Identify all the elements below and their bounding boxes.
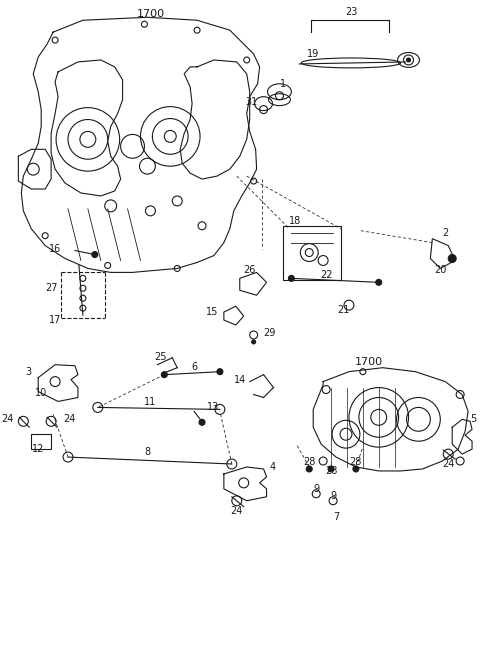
Text: 5: 5: [470, 415, 476, 424]
Text: 31: 31: [246, 96, 258, 107]
Circle shape: [288, 276, 294, 281]
Circle shape: [448, 255, 456, 262]
Text: 24: 24: [1, 415, 13, 424]
Text: 2: 2: [442, 228, 448, 237]
Bar: [31, 434, 51, 449]
Text: 14: 14: [233, 375, 246, 384]
Text: 20: 20: [434, 266, 446, 276]
Circle shape: [252, 340, 256, 344]
Text: 28: 28: [303, 457, 315, 467]
Text: 24: 24: [230, 506, 243, 516]
Text: 27: 27: [46, 283, 58, 293]
Circle shape: [92, 251, 98, 258]
Polygon shape: [431, 239, 455, 268]
Text: 23: 23: [345, 7, 357, 17]
Text: 22: 22: [320, 270, 332, 280]
Text: 11: 11: [144, 398, 156, 407]
Text: 6: 6: [191, 361, 197, 372]
Text: 8: 8: [144, 447, 151, 457]
Bar: [283, 226, 341, 280]
Text: 15: 15: [205, 307, 218, 317]
Text: 12: 12: [32, 444, 45, 454]
Text: 4: 4: [270, 462, 276, 472]
Text: 18: 18: [289, 216, 301, 226]
Text: 21: 21: [337, 305, 349, 315]
Text: 7: 7: [333, 512, 339, 522]
Polygon shape: [224, 306, 244, 325]
Text: 26: 26: [243, 266, 256, 276]
Circle shape: [161, 372, 168, 378]
Text: 19: 19: [307, 49, 319, 59]
Text: 29: 29: [264, 328, 276, 338]
Text: 9: 9: [313, 484, 319, 494]
Text: 25: 25: [154, 352, 167, 362]
Circle shape: [328, 466, 334, 472]
Text: 17: 17: [48, 315, 61, 325]
Circle shape: [199, 419, 205, 425]
Polygon shape: [240, 272, 266, 295]
Text: 28: 28: [325, 466, 337, 476]
Text: 13: 13: [207, 402, 219, 413]
Text: 24: 24: [442, 459, 455, 469]
Text: 10: 10: [35, 388, 47, 398]
Text: 1: 1: [280, 79, 287, 89]
Circle shape: [376, 279, 382, 285]
Circle shape: [353, 466, 359, 472]
Circle shape: [306, 466, 312, 472]
Circle shape: [407, 58, 410, 62]
Text: 1700: 1700: [136, 9, 165, 19]
Text: 9: 9: [330, 491, 336, 501]
Circle shape: [217, 369, 223, 375]
Text: 1700: 1700: [355, 357, 383, 367]
Text: 24: 24: [63, 415, 75, 424]
Text: 16: 16: [49, 243, 61, 254]
Text: 28: 28: [350, 457, 362, 467]
Text: 3: 3: [25, 367, 31, 377]
